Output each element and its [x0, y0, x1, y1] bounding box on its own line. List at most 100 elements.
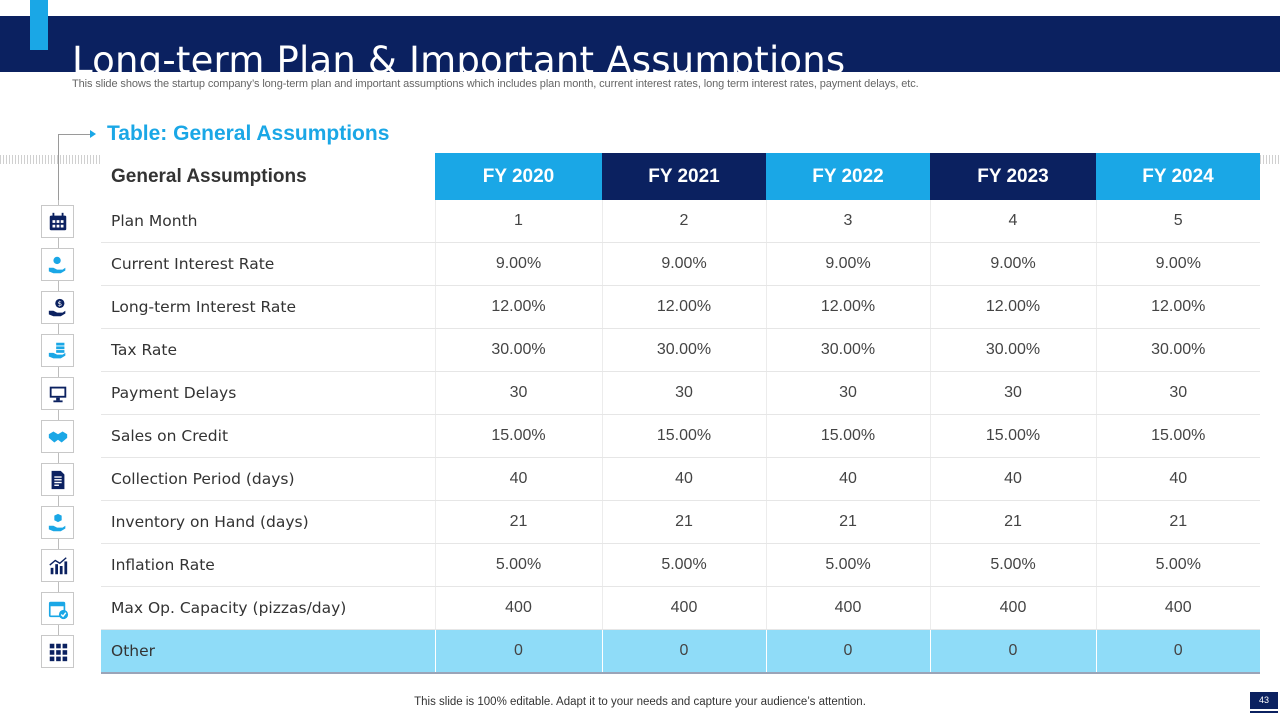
hand-stack-icon: [41, 334, 74, 367]
connector-line-vertical: [58, 134, 59, 206]
bar-chart-icon: [41, 549, 74, 582]
title-bar: Long-term Plan & Important Assumptions: [0, 16, 1280, 82]
hand-dollar-icon: $: [41, 291, 74, 324]
table-cell: 9.00%: [1095, 242, 1260, 286]
table-cell: 12.00%: [1095, 285, 1260, 329]
table-cell: 0: [1095, 629, 1260, 674]
slide-subtitle: This slide shows the startup company’s l…: [72, 78, 919, 90]
table-row: Collection Period (days) 40 40 40 40 40: [101, 457, 1260, 501]
table-cell: 40: [929, 457, 1096, 501]
row-label: Tax Rate: [101, 328, 435, 372]
table-cell: 0: [601, 629, 766, 674]
table-cell: 400: [1095, 586, 1260, 630]
table-cell: 30.00%: [1095, 328, 1260, 372]
row-label: Inventory on Hand (days): [101, 500, 435, 544]
row-label: Payment Delays: [101, 371, 435, 415]
calendar-check-icon: [41, 592, 74, 625]
year-header: FY 2024: [1096, 153, 1260, 200]
page-number-underline: [1250, 711, 1278, 713]
table-cell: 12.00%: [765, 285, 930, 329]
table-cell: 15.00%: [434, 414, 602, 458]
table-cell: 5: [1095, 200, 1260, 243]
year-header: FY 2020: [435, 153, 602, 200]
monitor-icon: [41, 377, 74, 410]
table-cell: 400: [601, 586, 766, 630]
table-cell: 9.00%: [601, 242, 766, 286]
year-header: FY 2022: [766, 153, 930, 200]
table-cell: 400: [765, 586, 930, 630]
table-cell: 30.00%: [765, 328, 930, 372]
connector-line: [58, 134, 90, 135]
row-label: Plan Month: [101, 200, 435, 243]
table-cell: 15.00%: [929, 414, 1096, 458]
table-cell: 40: [434, 457, 602, 501]
table-cell: 3: [765, 200, 930, 243]
table-cell: 21: [434, 500, 602, 544]
table-cell: 5.00%: [929, 543, 1096, 587]
table-cell: 2: [601, 200, 766, 243]
table-cell: 30.00%: [434, 328, 602, 372]
row-label: Inflation Rate: [101, 543, 435, 587]
row-label: Max Op. Capacity (pizzas/day): [101, 586, 435, 630]
table-cell: 15.00%: [765, 414, 930, 458]
calendar-icon: [41, 205, 74, 238]
table-cell: 30.00%: [929, 328, 1096, 372]
table-header-row: General Assumptions FY 2020 FY 2021 FY 2…: [101, 153, 1260, 200]
table-cell: 9.00%: [434, 242, 602, 286]
hand-box-icon: [41, 506, 74, 539]
table-cell: 400: [929, 586, 1096, 630]
table-row: Plan Month 1 2 3 4 5: [101, 200, 1260, 243]
arrow-right-icon: [90, 130, 96, 138]
table-cell: 40: [765, 457, 930, 501]
svg-text:$: $: [57, 299, 62, 308]
table-cell: 30: [601, 371, 766, 415]
table-cell: 15.00%: [1095, 414, 1260, 458]
table-cell: 400: [434, 586, 602, 630]
table-cell: 30: [929, 371, 1096, 415]
table-cell: 30: [765, 371, 930, 415]
table-cell: 5.00%: [765, 543, 930, 587]
assumptions-table: General Assumptions FY 2020 FY 2021 FY 2…: [101, 153, 1260, 674]
page-number: 43: [1250, 692, 1278, 709]
year-header: FY 2021: [602, 153, 766, 200]
table-row: Sales on Credit 15.00% 15.00% 15.00% 15.…: [101, 414, 1260, 458]
table-cell: 9.00%: [929, 242, 1096, 286]
page-title: Long-term Plan & Important Assumptions: [72, 39, 846, 82]
handshake-icon: [41, 420, 74, 453]
title-accent-bar: [30, 0, 48, 50]
table-cell: 30: [434, 371, 602, 415]
section-title: Table: General Assumptions: [107, 122, 390, 145]
table-cell: 15.00%: [601, 414, 766, 458]
table-row: Inflation Rate 5.00% 5.00% 5.00% 5.00% 5…: [101, 543, 1260, 587]
table-cell: 40: [601, 457, 766, 501]
row-label: Other: [101, 629, 435, 674]
label-column-header: General Assumptions: [101, 153, 435, 200]
table-cell: 1: [434, 200, 602, 243]
table-cell: 12.00%: [601, 285, 766, 329]
table-cell: 9.00%: [765, 242, 930, 286]
table-cell: 5.00%: [434, 543, 602, 587]
hand-coins-icon: [41, 248, 74, 281]
table-cell: 21: [601, 500, 766, 544]
document-icon: [41, 463, 74, 496]
table-cell: 30: [1095, 371, 1260, 415]
table-cell: 12.00%: [929, 285, 1096, 329]
table-cell: 4: [929, 200, 1096, 243]
table-cell: 21: [765, 500, 930, 544]
table-cell: 5.00%: [601, 543, 766, 587]
table-cell: 40: [1095, 457, 1260, 501]
table-row: Tax Rate 30.00% 30.00% 30.00% 30.00% 30.…: [101, 328, 1260, 372]
row-label: Current Interest Rate: [101, 242, 435, 286]
table-row: Max Op. Capacity (pizzas/day) 400 400 40…: [101, 586, 1260, 630]
row-label: Sales on Credit: [101, 414, 435, 458]
table-row: Payment Delays 30 30 30 30 30: [101, 371, 1260, 415]
row-label: Long-term Interest Rate: [101, 285, 435, 329]
year-header: FY 2023: [930, 153, 1096, 200]
table-cell: 21: [1095, 500, 1260, 544]
table-row: Long-term Interest Rate 12.00% 12.00% 12…: [101, 285, 1260, 329]
table-cell: 5.00%: [1095, 543, 1260, 587]
table-row-highlighted: Other 0 0 0 0 0: [101, 629, 1260, 674]
table-cell: 12.00%: [434, 285, 602, 329]
footer-note: This slide is 100% editable. Adapt it to…: [414, 696, 866, 708]
table-cell: 30.00%: [601, 328, 766, 372]
